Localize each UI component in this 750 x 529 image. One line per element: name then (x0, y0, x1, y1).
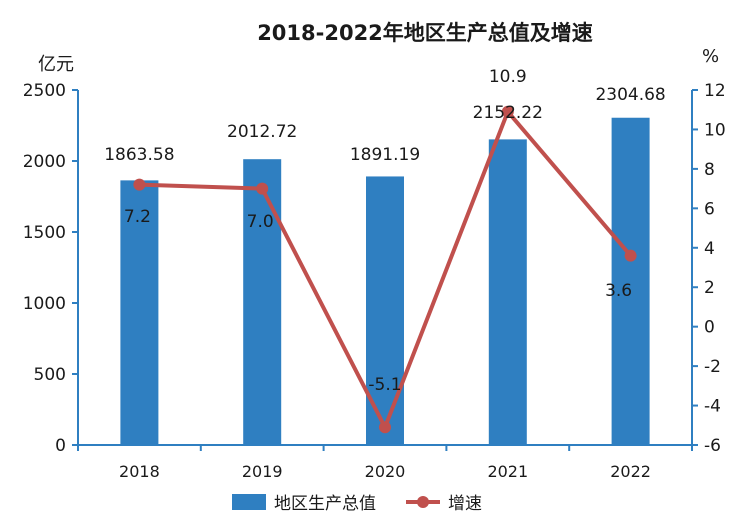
growth-point-2021 (501, 105, 514, 118)
growth-point-2019 (256, 182, 269, 195)
left-tick-label: 500 (34, 365, 66, 385)
left-tick-label: 0 (55, 436, 66, 456)
left-tick-label: 2000 (23, 152, 66, 172)
growth-point-2022 (624, 249, 637, 262)
bar-value-label: 1891.19 (350, 145, 420, 165)
bar-value-label: 1863.58 (104, 145, 174, 165)
right-tick-label: 4 (704, 239, 715, 259)
line-series (133, 105, 637, 434)
bar-value-label: 2152.22 (473, 103, 543, 123)
left-tick-label: 1000 (23, 294, 66, 314)
left-axis-unit: 亿元 (38, 54, 74, 75)
bar-series (120, 117, 650, 445)
legend-line-label: 增速 (448, 494, 482, 514)
rate-value-label: 10.9 (489, 67, 527, 87)
legend-line-marker (417, 496, 429, 508)
rate-value-label: 3.6 (605, 281, 632, 301)
right-axis-unit: % (702, 46, 719, 67)
rate-value-label: 7.2 (124, 207, 151, 227)
right-tick-label: 2 (704, 278, 715, 298)
bar-value-label: 2304.68 (595, 85, 665, 105)
legend: 地区生产总值 增速 (232, 494, 482, 514)
x-tick-label: 2021 (487, 462, 528, 481)
right-tick-label: 8 (704, 160, 715, 180)
legend-bar-label: 地区生产总值 (274, 494, 376, 514)
rate-value-label: 7.0 (247, 212, 274, 232)
legend-bar-swatch (232, 494, 266, 510)
right-tick-label: -4 (704, 397, 721, 417)
axes: 0 500 1000 1500 2000 2500 -6 -4 -2 0 2 4 6 8 10 12 2018 2… (23, 81, 726, 481)
growth-point-2018 (133, 178, 146, 191)
bar-value-label: 2012.72 (227, 122, 297, 142)
right-tick-label: 10 (704, 120, 726, 140)
right-tick-label: -2 (704, 357, 721, 377)
data-labels: 1863.58 2012.72 1891.19 2152.22 2304.68 7.2 7.… (104, 67, 666, 395)
bar-2021 (488, 139, 527, 445)
bar-2022 (611, 117, 650, 445)
left-tick-label: 1500 (23, 223, 66, 243)
x-tick-label: 2018 (119, 462, 160, 481)
x-tick-label: 2020 (365, 462, 406, 481)
chart-title: 2018-2022年地区生产总值及增速 (257, 21, 593, 45)
right-tick-label: 0 (704, 318, 715, 338)
right-tick-label: 6 (704, 199, 715, 219)
x-tick-label: 2022 (610, 462, 651, 481)
right-tick-label: -6 (704, 436, 721, 456)
growth-point-2020 (379, 421, 391, 434)
rate-value-label: -5.1 (368, 375, 401, 395)
right-tick-label: 12 (704, 81, 726, 101)
x-tick-label: 2019 (242, 462, 283, 481)
left-tick-label: 2500 (23, 81, 66, 101)
bar-2019 (243, 159, 282, 445)
bar-2018 (120, 180, 159, 445)
